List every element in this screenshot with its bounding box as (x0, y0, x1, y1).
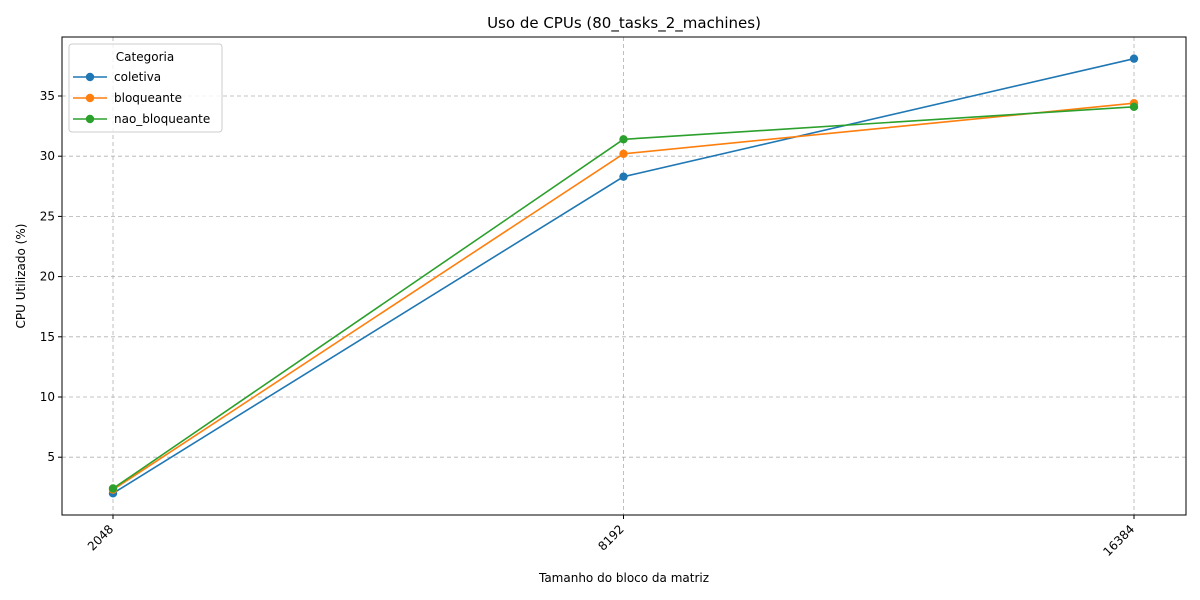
legend-items: coletiva bloqueante nao_bloqueante (73, 70, 210, 126)
legend-label: nao_bloqueante (114, 112, 210, 126)
y-axis-label: CPU Utilizado (%) (14, 224, 28, 329)
y-tick-label: 5 (47, 450, 55, 464)
data-point (1129, 54, 1139, 63)
y-tick-label: 35 (40, 89, 55, 103)
y-tick-label: 25 (40, 209, 55, 223)
y-axis: 5 10 15 20 25 30 35 (40, 89, 62, 464)
chart-title: Uso de CPUs (80_tasks_2_machines) (487, 14, 761, 33)
legend-label: coletiva (114, 70, 161, 84)
legend-box (68, 43, 223, 133)
y-tick-label: 30 (40, 149, 55, 163)
legend-marker (85, 72, 95, 82)
legend-title: Categoria (116, 50, 174, 64)
legend-marker (85, 93, 95, 103)
series-nao_bloqueante (108, 102, 1139, 493)
legend-item: coletiva (73, 70, 161, 84)
legend: Categoria coletiva bloqueante nao_bloquean… (68, 43, 223, 133)
y-tick-label: 10 (40, 390, 55, 404)
data-point (619, 149, 628, 158)
data-point (619, 135, 628, 144)
legend-marker (85, 114, 95, 124)
data-point (619, 172, 628, 181)
series-coletiva (108, 54, 1139, 498)
y-tick-label: 15 (40, 330, 55, 344)
legend-label: bloqueante (114, 91, 182, 105)
series-group (108, 54, 1139, 498)
data-point (1129, 102, 1139, 112)
x-axis-label: Tamanho do bloco da matriz (538, 571, 709, 585)
legend-item: bloqueante (73, 91, 182, 105)
legend-item: nao_bloqueante (73, 112, 210, 126)
data-point (108, 484, 118, 493)
y-tick-label: 20 (40, 270, 55, 284)
